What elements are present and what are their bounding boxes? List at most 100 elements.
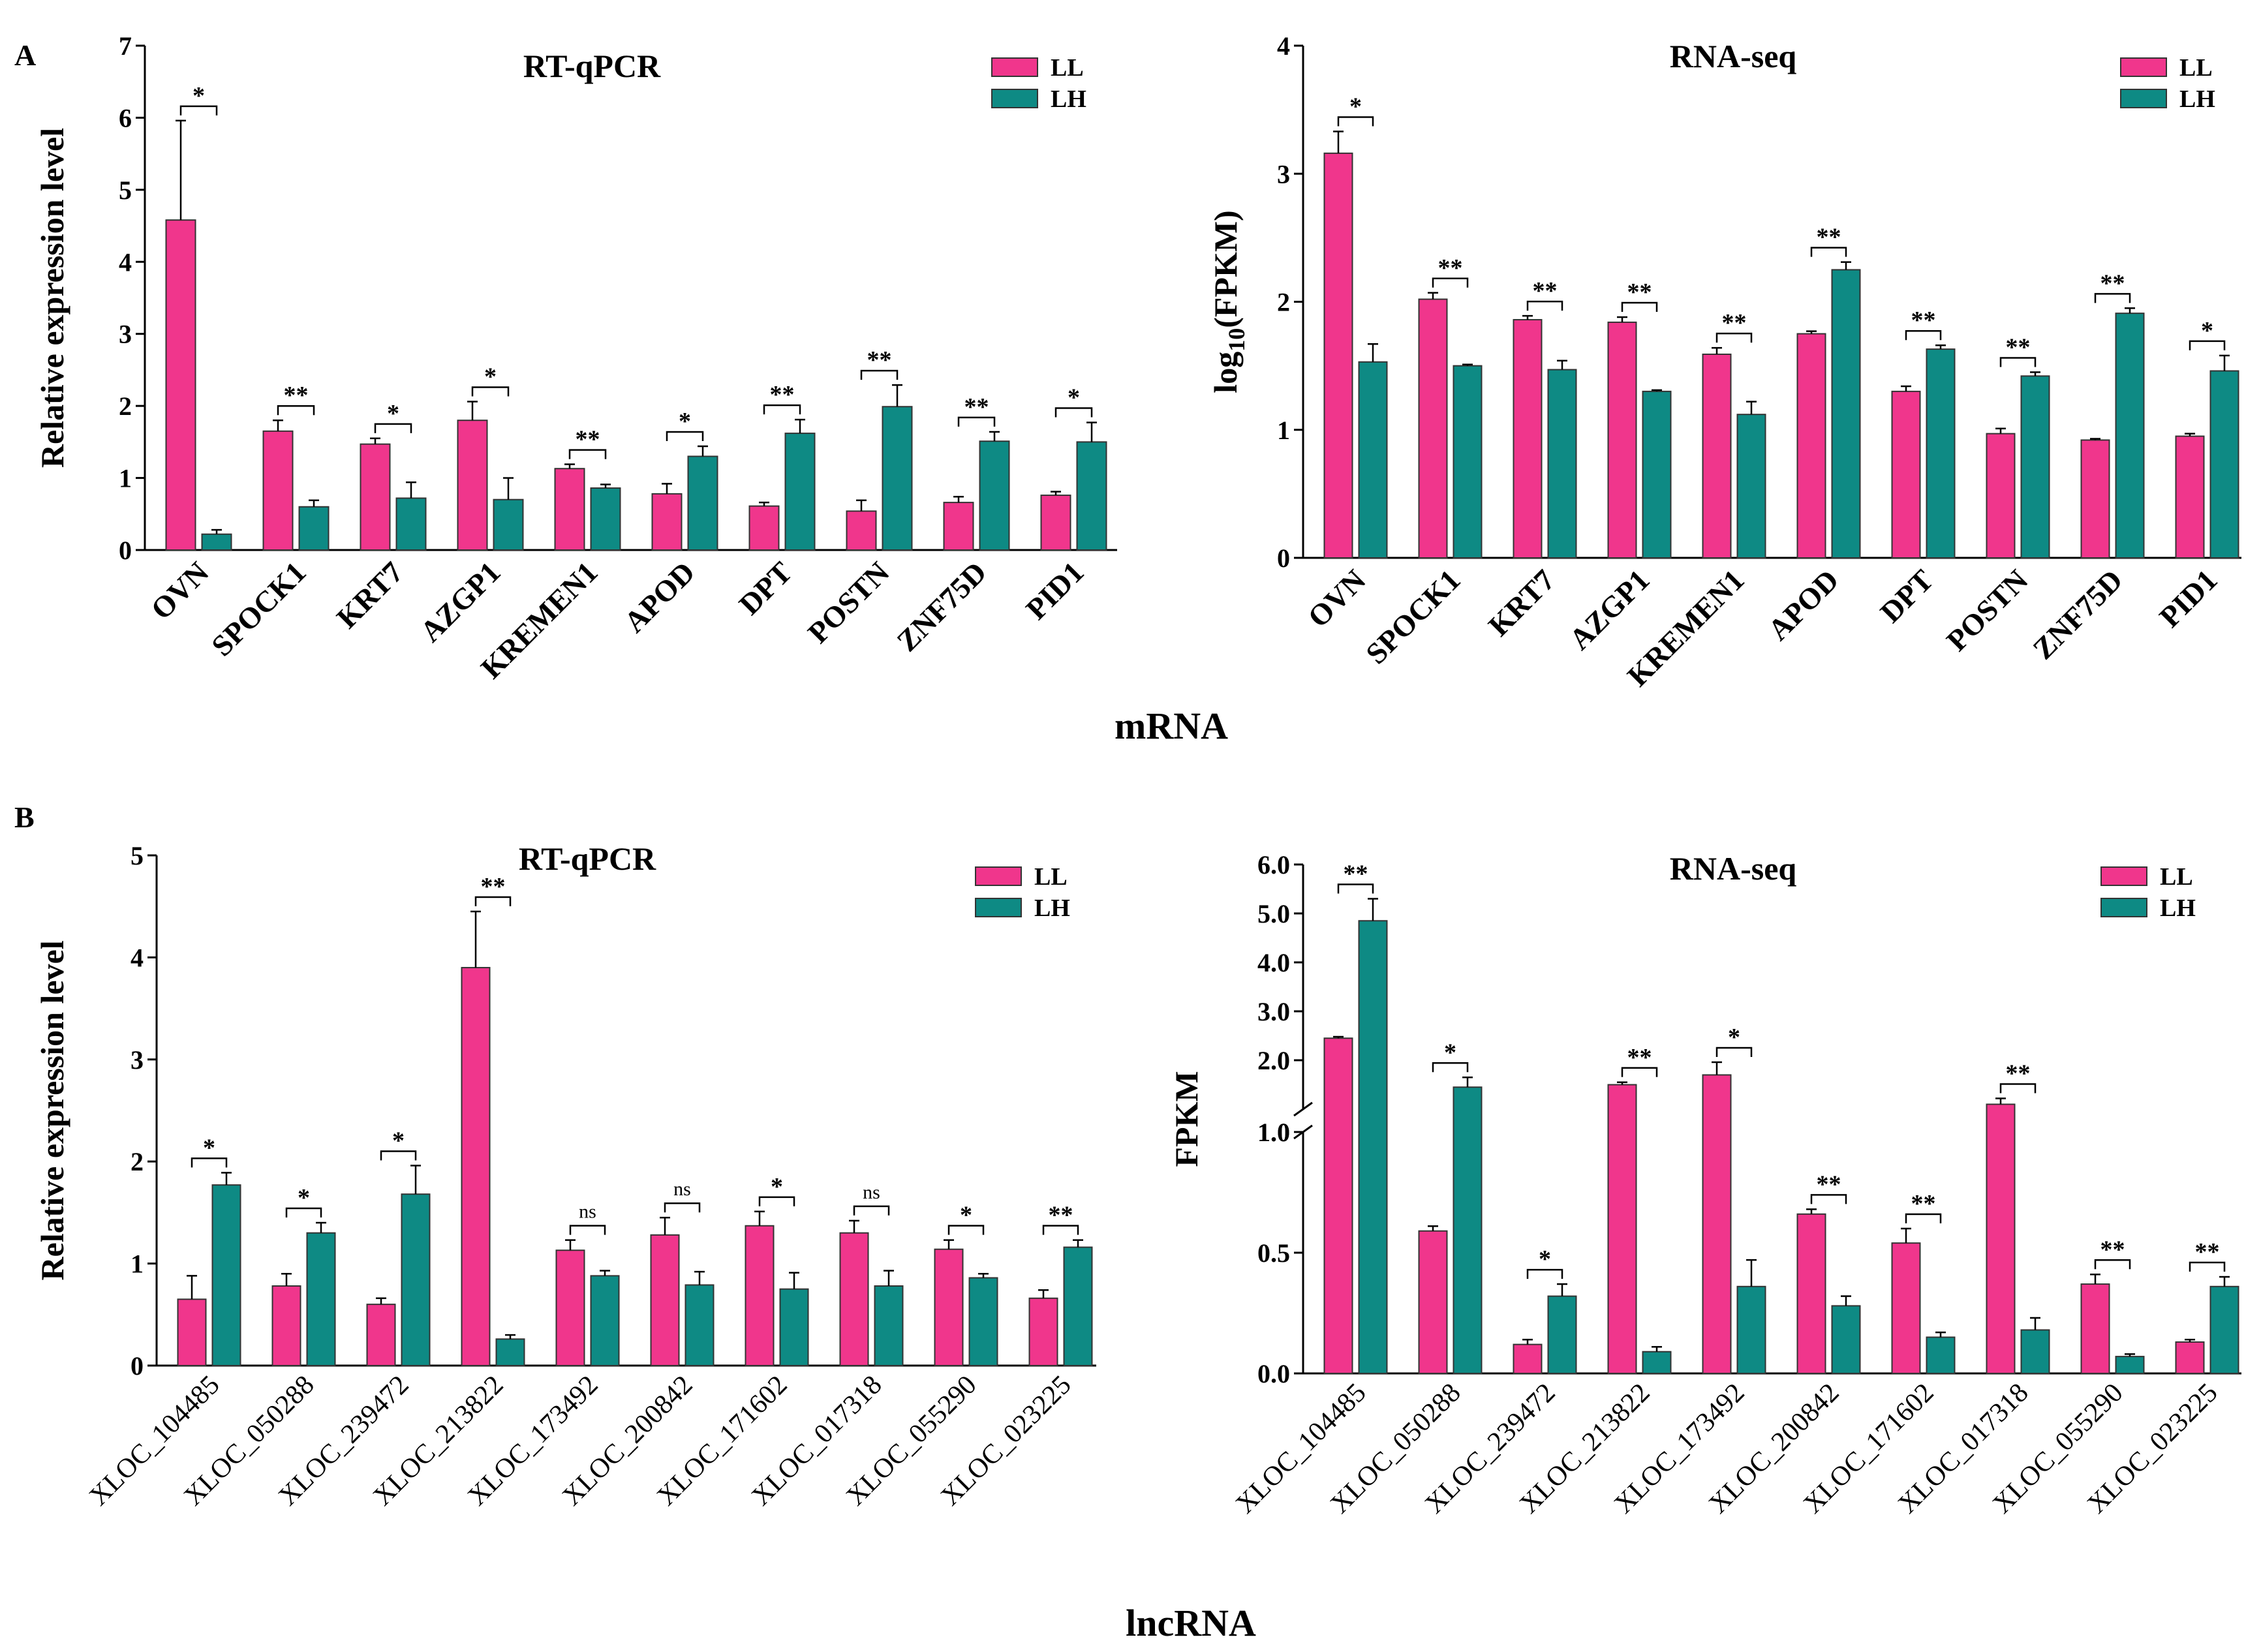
y-tick-label: 1.0 (1257, 1118, 1290, 1147)
significance-bracket (1905, 329, 1942, 341)
bar-LL-POSTN (846, 510, 877, 551)
significance-bracket (664, 1202, 701, 1213)
y-tick-label: 7 (119, 31, 132, 61)
legend-label-LH: LH (2179, 85, 2215, 113)
significance-bracket (853, 1205, 890, 1216)
significance-label: ** (1911, 307, 1936, 334)
bar-LH-XLOC_173492 (590, 1275, 620, 1367)
x-tick-label: APOD (1761, 563, 1845, 647)
y-tick-label: 4 (1277, 31, 1290, 61)
significance-label: ** (1344, 861, 1368, 888)
significance-label: * (2201, 317, 2213, 344)
bar-LL-KRT7 (360, 443, 391, 551)
significance-bracket (1999, 1083, 2037, 1094)
x-tick-label: OVN (1301, 563, 1372, 634)
y-tick-label: 6 (119, 103, 132, 132)
bar-LL-XLOC_173492 (1702, 1074, 1732, 1374)
y-tick-label: 0.0 (1257, 1359, 1290, 1388)
bar-LH-KREMEN1 (1736, 414, 1766, 559)
significance-bracket (2094, 1259, 2131, 1270)
x-tick-label: SPOCK1 (205, 555, 312, 662)
bar-LL-XLOC_023225 (1028, 1297, 1058, 1366)
significance-label: ** (2100, 1236, 2125, 1263)
x-tick-label: AZGP1 (1563, 563, 1656, 656)
legend-swatch-LH (2100, 898, 2147, 917)
bar-LH-KREMEN1 (590, 487, 621, 551)
significance-bracket (1526, 300, 1563, 311)
significance-bracket (763, 404, 801, 415)
bar-LL-XLOC_239472 (1513, 1343, 1543, 1375)
chart-title: RT-qPCR (523, 48, 661, 84)
x-tick-label: KRT7 (1482, 563, 1561, 643)
significance-bracket (374, 423, 412, 433)
bar-LL-ZNF75D (943, 502, 974, 551)
significance-label: ** (1627, 1044, 1652, 1071)
significance-bracket (1432, 1062, 1469, 1073)
y-tick-label: 2.0 (1257, 1046, 1290, 1075)
significance-bracket (758, 1196, 795, 1206)
bar-LL-XLOC_213822 (461, 967, 491, 1367)
x-tick-label: OVN (144, 555, 215, 626)
y-tick-label: 5 (131, 841, 144, 870)
significance-bracket (191, 1157, 228, 1168)
bar-LL-KREMEN1 (1702, 353, 1732, 559)
significance-label: ** (1627, 279, 1652, 306)
significance-bracket (277, 405, 315, 416)
bar-LL-SPOCK1 (1418, 298, 1448, 558)
significance-bracket (179, 105, 218, 115)
bar-LH-OVN (1358, 361, 1388, 558)
x-tick-label: POSTN (801, 555, 896, 650)
y-tick-label: 4 (119, 247, 132, 277)
bar-LL-XLOC_104485 (177, 1298, 207, 1366)
significance-bracket (1715, 332, 1753, 343)
significance-bracket (947, 1225, 985, 1235)
y-tick-label: 3 (119, 320, 132, 349)
y-tick-label: 0 (119, 536, 132, 565)
y-tick-label: 2 (131, 1147, 144, 1176)
legend-swatch-LH (991, 89, 1038, 108)
legend-label-LL: LL (2160, 863, 2193, 891)
significance-label: ** (964, 393, 989, 421)
chart-A_rtqpcr: RT-qPCR Relative expression level 0 1 2 3 4 5 6 7… (34, 31, 1117, 685)
significance-label: * (1068, 384, 1080, 412)
bar-LL-XLOC_050288 (271, 1285, 301, 1367)
significance-bracket (2189, 1261, 2226, 1272)
bar-LL-KRT7 (1513, 318, 1543, 558)
significance-label: * (203, 1134, 215, 1161)
x-tick-label: KRT7 (330, 555, 410, 635)
bar-LH-XLOC_023225 (2209, 1285, 2239, 1375)
y-tick-label: 2 (1277, 288, 1290, 317)
bar-LL-XLOC_171602 (745, 1225, 775, 1367)
bar-LH-XLOC_200842 (684, 1284, 715, 1366)
section-label-mrna: mRNA (1115, 705, 1228, 747)
bar-LH-KRT7 (395, 497, 427, 551)
significance-label: ** (1817, 1170, 1841, 1198)
bar-LH-XLOC_213822 (495, 1338, 525, 1366)
significance-bracket (1621, 1067, 1658, 1077)
y-tick-label: 5.0 (1257, 899, 1290, 928)
significance-bracket (1526, 1268, 1563, 1279)
bar-LH-XLOC_171602 (1926, 1336, 1956, 1374)
bar-LL-XLOC_213822 (1607, 1084, 1637, 1374)
bar-LH-XLOC_050288 (1453, 1086, 1483, 1374)
y-tick-label: 1 (1277, 416, 1290, 445)
bar-LH-ZNF75D (979, 440, 1010, 551)
bar-LH-XLOC_055290 (968, 1277, 998, 1366)
significance-label: * (771, 1173, 783, 1201)
significance-label: ** (1722, 309, 1747, 337)
y-tick-label: 0 (131, 1351, 144, 1381)
significance-label: ** (2195, 1238, 2220, 1266)
panel-letter-a: A (14, 38, 36, 72)
significance-bracket (1337, 883, 1374, 894)
legend-label-LH: LH (2160, 895, 2196, 922)
bar-LL-XLOC_055290 (934, 1248, 964, 1366)
bar-LL-SPOCK1 (262, 430, 294, 551)
y-tick-label: 5 (119, 176, 132, 205)
bar-LL-XLOC_023225 (2175, 1341, 2205, 1374)
significance-label: * (1539, 1246, 1551, 1273)
significance-label: * (387, 400, 399, 427)
significance-label: ns (579, 1201, 596, 1223)
